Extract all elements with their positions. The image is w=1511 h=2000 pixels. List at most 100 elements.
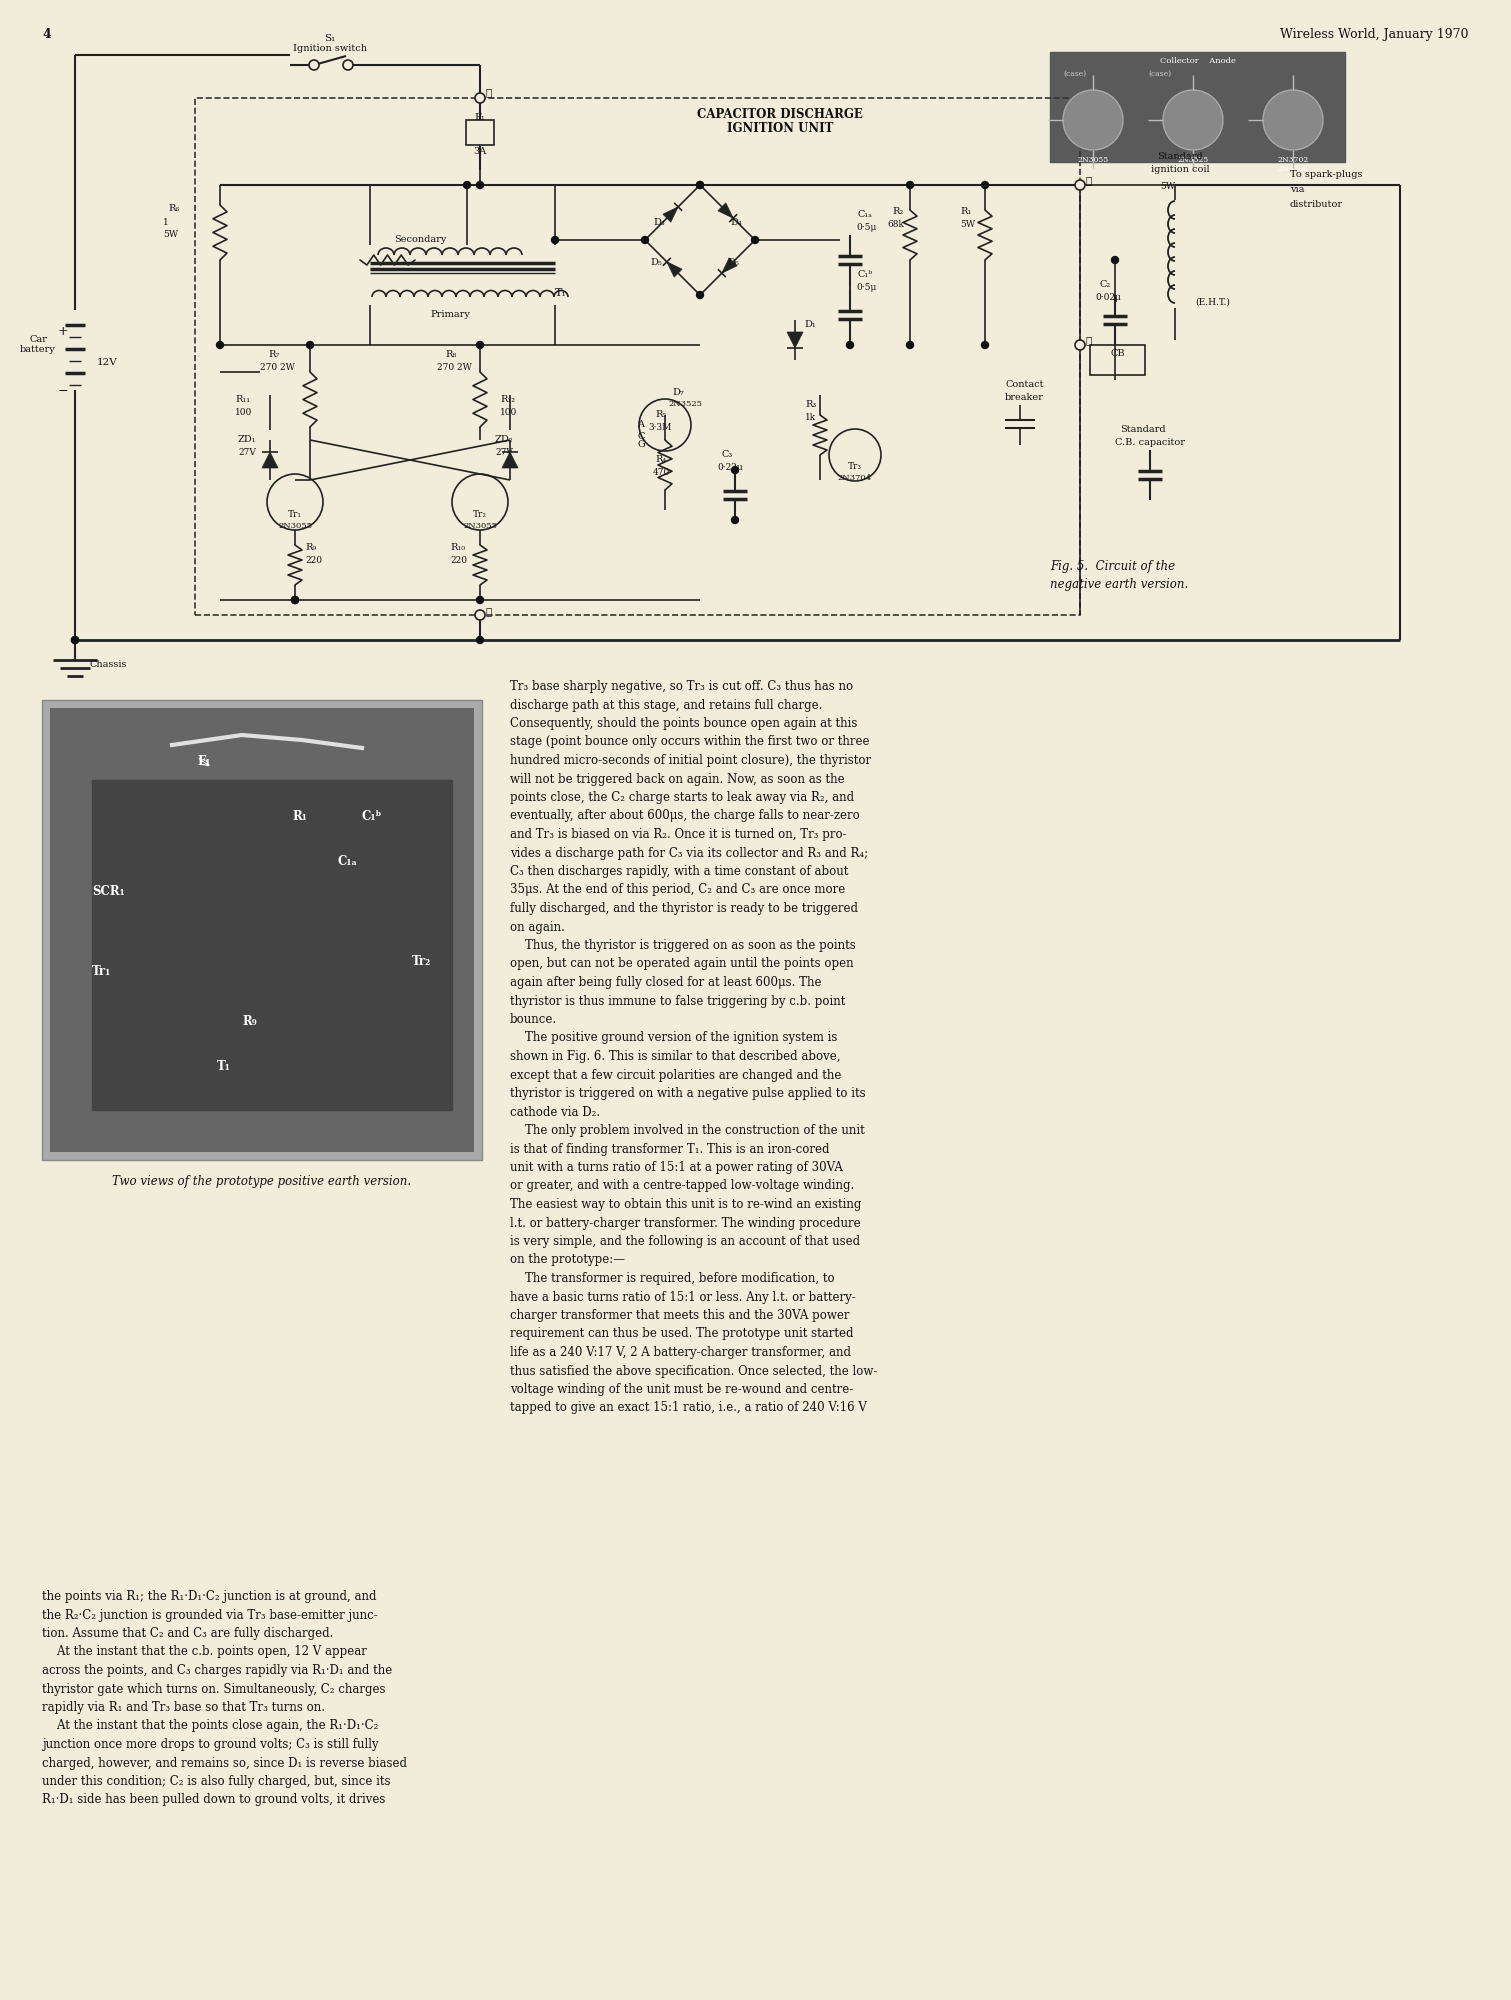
- Text: Chassis: Chassis: [91, 660, 127, 668]
- Polygon shape: [722, 258, 737, 274]
- Text: 1k: 1k: [805, 414, 816, 422]
- Text: (case): (case): [1148, 70, 1171, 78]
- Circle shape: [307, 342, 313, 348]
- Circle shape: [474, 610, 485, 620]
- Text: 1: 1: [163, 218, 169, 226]
- Text: Secondary: Secondary: [394, 234, 446, 244]
- Text: tapped to give an exact 15:1 ratio, i.e., a ratio of 240 V:16 V: tapped to give an exact 15:1 ratio, i.e.…: [511, 1402, 867, 1414]
- Text: 35μs. At the end of this period, C₂ and C₃ are once more: 35μs. At the end of this period, C₂ and …: [511, 884, 845, 896]
- Circle shape: [1076, 182, 1083, 188]
- Circle shape: [292, 596, 299, 604]
- Circle shape: [731, 466, 739, 474]
- Text: 68k: 68k: [887, 220, 904, 228]
- Text: F₁: F₁: [196, 754, 210, 768]
- Text: bounce.: bounce.: [511, 1012, 558, 1026]
- Text: Two views of the prototype positive earth version.: Two views of the prototype positive eart…: [112, 1174, 411, 1188]
- Text: requirement can thus be used. The prototype unit started: requirement can thus be used. The protot…: [511, 1328, 854, 1340]
- Text: stage (point bounce only occurs within the first two or three: stage (point bounce only occurs within t…: [511, 736, 869, 748]
- Text: (case): (case): [1064, 70, 1086, 78]
- Bar: [1050, 52, 1345, 162]
- Circle shape: [310, 60, 319, 70]
- Text: is very simple, and the following is an account of that used: is very simple, and the following is an …: [511, 1234, 860, 1248]
- Polygon shape: [787, 332, 802, 348]
- Text: R₂: R₂: [891, 208, 904, 216]
- Text: breaker: breaker: [1005, 392, 1044, 402]
- Text: charger transformer that meets this and the 30VA power: charger transformer that meets this and …: [511, 1308, 849, 1322]
- Text: 2N3055: 2N3055: [278, 522, 311, 530]
- Text: have a basic turns ratio of 15:1 or less. Any l.t. or battery-: have a basic turns ratio of 15:1 or less…: [511, 1290, 855, 1304]
- Text: R₁₁: R₁₁: [236, 396, 251, 404]
- Circle shape: [982, 182, 988, 188]
- Circle shape: [982, 342, 988, 348]
- Circle shape: [267, 474, 323, 530]
- Text: T₁: T₁: [555, 288, 567, 298]
- Text: R₈: R₈: [446, 350, 456, 360]
- Text: Tr₁: Tr₁: [92, 966, 112, 978]
- Text: under this condition; C₂ is also fully charged, but, since its: under this condition; C₂ is also fully c…: [42, 1776, 390, 1788]
- Circle shape: [1074, 180, 1085, 190]
- Text: 3·3M: 3·3M: [648, 424, 671, 432]
- Bar: [42, 700, 482, 1160]
- Bar: [1089, 344, 1145, 376]
- Text: voltage winding of the unit must be re-wound and centre-: voltage winding of the unit must be re-w…: [511, 1384, 854, 1396]
- Circle shape: [697, 182, 704, 188]
- Text: 470: 470: [653, 468, 671, 476]
- Text: D₄: D₄: [730, 218, 742, 226]
- Text: Tr₃: Tr₃: [848, 462, 861, 470]
- Text: negative earth version.: negative earth version.: [1050, 578, 1188, 592]
- Text: R₁₂: R₁₂: [500, 396, 515, 404]
- Polygon shape: [663, 206, 678, 222]
- Text: charged, however, and remains so, since D₁ is reverse biased: charged, however, and remains so, since …: [42, 1756, 406, 1770]
- Text: 2N3055: 2N3055: [1077, 156, 1109, 164]
- Text: unit with a turns ratio of 15:1 at a power rating of 30VA: unit with a turns ratio of 15:1 at a pow…: [511, 1160, 843, 1174]
- Text: R₇: R₇: [267, 350, 280, 360]
- Text: C₃ then discharges rapidly, with a time constant of about: C₃ then discharges rapidly, with a time …: [511, 864, 848, 878]
- Text: R₁: R₁: [959, 208, 972, 216]
- Text: At the instant that the c.b. points open, 12 V appear: At the instant that the c.b. points open…: [42, 1646, 367, 1658]
- Text: The easiest way to obtain this unit is to re-wind an existing: The easiest way to obtain this unit is t…: [511, 1198, 861, 1210]
- Text: discharge path at this stage, and retains full charge.: discharge path at this stage, and retain…: [511, 698, 822, 712]
- Text: 270 2W: 270 2W: [260, 364, 295, 372]
- Circle shape: [216, 342, 224, 348]
- Text: Ignition switch: Ignition switch: [293, 44, 367, 52]
- Text: thyristor is triggered on with a negative pulse applied to its: thyristor is triggered on with a negativ…: [511, 1088, 866, 1100]
- Polygon shape: [502, 452, 518, 468]
- Text: The transformer is required, before modification, to: The transformer is required, before modi…: [511, 1272, 834, 1286]
- Text: R₁·D₁ side has been pulled down to ground volts, it drives: R₁·D₁ side has been pulled down to groun…: [42, 1794, 385, 1806]
- Text: Tr₃ base sharply negative, so Tr₃ is cut off. C₃ thus has no: Tr₃ base sharply negative, so Tr₃ is cut…: [511, 680, 854, 694]
- Text: via: via: [1290, 186, 1304, 194]
- Text: and Tr₃ is biased on via R₂. Once it is turned on, Tr₃ pro-: and Tr₃ is biased on via R₂. Once it is …: [511, 828, 846, 840]
- Text: C.B. capacitor: C.B. capacitor: [1115, 438, 1185, 448]
- Polygon shape: [261, 452, 278, 468]
- Text: 5W: 5W: [1160, 182, 1176, 192]
- Text: 100: 100: [500, 408, 517, 418]
- Circle shape: [697, 182, 704, 188]
- Text: T₁: T₁: [218, 1060, 231, 1072]
- Text: C: C: [638, 432, 644, 442]
- Text: 2N3525: 2N3525: [668, 400, 703, 408]
- Text: ④: ④: [1086, 336, 1092, 344]
- Circle shape: [642, 236, 648, 244]
- Text: hundred micro-seconds of initial point closure), the thyristor: hundred micro-seconds of initial point c…: [511, 754, 872, 766]
- Text: 4: 4: [42, 28, 51, 40]
- Text: 5W: 5W: [959, 220, 975, 228]
- Text: 220: 220: [450, 556, 467, 564]
- Text: cathode via D₂.: cathode via D₂.: [511, 1106, 600, 1118]
- Text: Tr₂: Tr₂: [413, 956, 431, 968]
- Text: life as a 240 V:17 V, 2 A battery-charger transformer, and: life as a 240 V:17 V, 2 A battery-charge…: [511, 1346, 851, 1360]
- Text: C₁ₐ: C₁ₐ: [858, 210, 873, 218]
- Bar: [195, 98, 1080, 616]
- Text: ③: ③: [1086, 176, 1092, 186]
- Text: +: +: [57, 324, 68, 338]
- Text: Car
battery: Car battery: [20, 334, 56, 354]
- Text: except that a few circuit polarities are changed and the: except that a few circuit polarities are…: [511, 1068, 842, 1082]
- Text: across the points, and C₃ charges rapidly via R₁·D₁ and the: across the points, and C₃ charges rapidl…: [42, 1664, 393, 1676]
- Text: Primary: Primary: [431, 310, 470, 318]
- Text: 3A: 3A: [473, 148, 487, 156]
- Text: shown in Fig. 6. This is similar to that described above,: shown in Fig. 6. This is similar to that…: [511, 1050, 840, 1064]
- Text: Contact: Contact: [1005, 380, 1044, 388]
- Text: 0·5μ: 0·5μ: [857, 282, 876, 292]
- Circle shape: [1112, 256, 1118, 264]
- Text: thyristor is thus immune to false triggering by c.b. point: thyristor is thus immune to false trigge…: [511, 994, 845, 1008]
- Text: Standard: Standard: [1157, 152, 1203, 162]
